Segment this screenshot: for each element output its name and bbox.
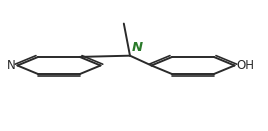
Text: OH: OH [237, 59, 255, 72]
Text: N: N [131, 41, 143, 54]
Text: N: N [6, 59, 15, 72]
